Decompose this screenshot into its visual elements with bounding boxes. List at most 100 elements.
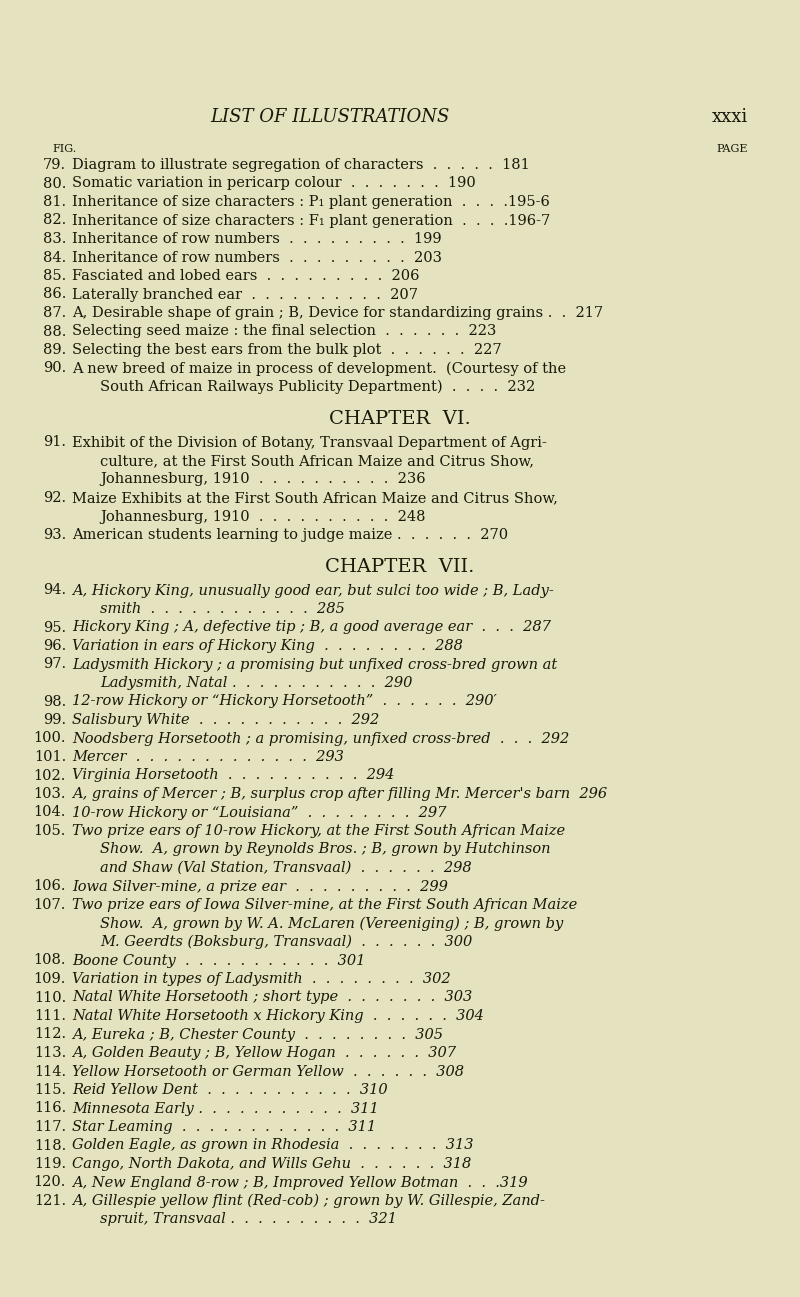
Text: Hickory King ; A, defective tip ; B, a good average ear  .  .  .  287: Hickory King ; A, defective tip ; B, a g… — [72, 620, 551, 634]
Text: A, Gillespie yellow flint (Red-cob) ; grown by W. Gillespie, Zand-: A, Gillespie yellow flint (Red-cob) ; gr… — [72, 1195, 545, 1209]
Text: 113.: 113. — [34, 1045, 66, 1060]
Text: 106.: 106. — [34, 879, 66, 894]
Text: 117.: 117. — [34, 1121, 66, 1134]
Text: 12-row Hickory or “Hickory Horsetooth”  .  .  .  .  .  .  290′: 12-row Hickory or “Hickory Horsetooth” .… — [72, 694, 497, 708]
Text: 109.: 109. — [34, 971, 66, 986]
Text: culture, at the First South African Maize and Citrus Show,: culture, at the First South African Maiz… — [100, 454, 534, 468]
Text: Iowa Silver-mine, a prize ear  .  .  .  .  .  .  .  .  .  299: Iowa Silver-mine, a prize ear . . . . . … — [72, 879, 448, 894]
Text: Selecting seed maize : the final selection  .  .  .  .  .  .  223: Selecting seed maize : the final selecti… — [72, 324, 496, 339]
Text: 111.: 111. — [34, 1009, 66, 1023]
Text: 112.: 112. — [34, 1027, 66, 1041]
Text: 103.: 103. — [34, 787, 66, 802]
Text: 92.: 92. — [43, 492, 66, 505]
Text: 79.: 79. — [43, 158, 66, 173]
Text: Yellow Horsetooth or German Yellow  .  .  .  .  .  .  308: Yellow Horsetooth or German Yellow . . .… — [72, 1065, 464, 1079]
Text: 102.: 102. — [34, 769, 66, 782]
Text: 84.: 84. — [42, 250, 66, 265]
Text: smith  .  .  .  .  .  .  .  .  .  .  .  .  285: smith . . . . . . . . . . . . 285 — [100, 602, 345, 616]
Text: CHAPTER  VI.: CHAPTER VI. — [329, 410, 471, 428]
Text: Two prize ears of Iowa Silver-mine, at the First South African Maize: Two prize ears of Iowa Silver-mine, at t… — [72, 898, 578, 912]
Text: Inheritance of row numbers  .  .  .  .  .  .  .  .  .  203: Inheritance of row numbers . . . . . . .… — [72, 250, 442, 265]
Text: American students learning to judge maize .  .  .  .  .  .  270: American students learning to judge maiz… — [72, 528, 508, 542]
Text: 110.: 110. — [34, 991, 66, 1004]
Text: 96.: 96. — [42, 639, 66, 652]
Text: 105.: 105. — [34, 824, 66, 838]
Text: Diagram to illustrate segregation of characters  .  .  .  .  .  181: Diagram to illustrate segregation of cha… — [72, 158, 530, 173]
Text: A, Desirable shape of grain ; B, Device for standardizing grains .  .  217: A, Desirable shape of grain ; B, Device … — [72, 306, 603, 320]
Text: PAGE: PAGE — [717, 144, 748, 154]
Text: A, Golden Beauty ; B, Yellow Hogan  .  .  .  .  .  .  307: A, Golden Beauty ; B, Yellow Hogan . . .… — [72, 1045, 456, 1060]
Text: 89.: 89. — [42, 342, 66, 357]
Text: 107.: 107. — [34, 898, 66, 912]
Text: 85.: 85. — [42, 268, 66, 283]
Text: Ladysmith Hickory ; a promising but unfixed cross-bred grown at: Ladysmith Hickory ; a promising but unfi… — [72, 658, 558, 672]
Text: 95.: 95. — [43, 620, 66, 634]
Text: LIST OF ILLUSTRATIONS: LIST OF ILLUSTRATIONS — [210, 108, 450, 126]
Text: Selecting the best ears from the bulk plot  .  .  .  .  .  .  227: Selecting the best ears from the bulk pl… — [72, 342, 502, 357]
Text: 83.: 83. — [42, 232, 66, 246]
Text: xxxi: xxxi — [712, 108, 748, 126]
Text: Boone County  .  .  .  .  .  .  .  .  .  .  .  301: Boone County . . . . . . . . . . . 301 — [72, 953, 366, 968]
Text: Mercer  .  .  .  .  .  .  .  .  .  .  .  .  .  293: Mercer . . . . . . . . . . . . . 293 — [72, 750, 344, 764]
Text: 104.: 104. — [34, 805, 66, 820]
Text: 86.: 86. — [42, 288, 66, 301]
Text: Johannesburg, 1910  .  .  .  .  .  .  .  .  .  .  248: Johannesburg, 1910 . . . . . . . . . . 2… — [100, 510, 426, 524]
Text: 81.: 81. — [43, 195, 66, 209]
Text: M. Geerdts (Boksburg, Transvaal)  .  .  .  .  .  .  300: M. Geerdts (Boksburg, Transvaal) . . . .… — [100, 935, 472, 949]
Text: 101.: 101. — [34, 750, 66, 764]
Text: Fasciated and lobed ears  .  .  .  .  .  .  .  .  .  206: Fasciated and lobed ears . . . . . . . .… — [72, 268, 419, 283]
Text: Johannesburg, 1910  .  .  .  .  .  .  .  .  .  .  236: Johannesburg, 1910 . . . . . . . . . . 2… — [100, 472, 426, 486]
Text: Virginia Horsetooth  .  .  .  .  .  .  .  .  .  .  294: Virginia Horsetooth . . . . . . . . . . … — [72, 769, 394, 782]
Text: 98.: 98. — [42, 694, 66, 708]
Text: 121.: 121. — [34, 1195, 66, 1208]
Text: Variation in ears of Hickory King  .  .  .  .  .  .  .  .  288: Variation in ears of Hickory King . . . … — [72, 639, 463, 652]
Text: Show.  A, grown by Reynolds Bros. ; B, grown by Hutchinson: Show. A, grown by Reynolds Bros. ; B, gr… — [100, 843, 550, 856]
Text: Minnesota Early .  .  .  .  .  .  .  .  .  .  .  311: Minnesota Early . . . . . . . . . . . 31… — [72, 1101, 378, 1115]
Text: 97.: 97. — [43, 658, 66, 672]
Text: Inheritance of row numbers  .  .  .  .  .  .  .  .  .  199: Inheritance of row numbers . . . . . . .… — [72, 232, 442, 246]
Text: 90.: 90. — [42, 362, 66, 376]
Text: Exhibit of the Division of Botany, Transvaal Department of Agri-: Exhibit of the Division of Botany, Trans… — [72, 436, 547, 450]
Text: 91.: 91. — [43, 436, 66, 450]
Text: 100.: 100. — [34, 732, 66, 746]
Text: Inheritance of size characters : F₁ plant generation  .  .  .  .196-7: Inheritance of size characters : F₁ plan… — [72, 214, 550, 227]
Text: 115.: 115. — [34, 1083, 66, 1097]
Text: 120.: 120. — [34, 1175, 66, 1189]
Text: South African Railways Publicity Department)  .  .  .  .  232: South African Railways Publicity Departm… — [100, 380, 535, 394]
Text: 114.: 114. — [34, 1065, 66, 1079]
Text: Ladysmith, Natal .  .  .  .  .  .  .  .  .  .  .  290: Ladysmith, Natal . . . . . . . . . . . 2… — [100, 676, 412, 690]
Text: Reid Yellow Dent  .  .  .  .  .  .  .  .  .  .  .  310: Reid Yellow Dent . . . . . . . . . . . 3… — [72, 1083, 388, 1097]
Text: 10-row Hickory or “Louisiana”  .  .  .  .  .  .  .  .  297: 10-row Hickory or “Louisiana” . . . . . … — [72, 805, 446, 820]
Text: 80.: 80. — [42, 176, 66, 191]
Text: 116.: 116. — [34, 1101, 66, 1115]
Text: 82.: 82. — [42, 214, 66, 227]
Text: Maize Exhibits at the First South African Maize and Citrus Show,: Maize Exhibits at the First South Africa… — [72, 492, 558, 505]
Text: spruit, Transvaal .  .  .  .  .  .  .  .  .  .  321: spruit, Transvaal . . . . . . . . . . 32… — [100, 1213, 397, 1227]
Text: Inheritance of size characters : P₁ plant generation  .  .  .  .195-6: Inheritance of size characters : P₁ plan… — [72, 195, 550, 209]
Text: 93.: 93. — [42, 528, 66, 542]
Text: A new breed of maize in process of development.  (Courtesy of the: A new breed of maize in process of devel… — [72, 362, 566, 376]
Text: Noodsberg Horsetooth ; a promising, unfixed cross-bred  .  .  .  292: Noodsberg Horsetooth ; a promising, unfi… — [72, 732, 570, 746]
Text: Somatic variation in pericarp colour  .  .  .  .  .  .  .  190: Somatic variation in pericarp colour . .… — [72, 176, 476, 191]
Text: Cango, North Dakota, and Wills Gehu  .  .  .  .  .  .  318: Cango, North Dakota, and Wills Gehu . . … — [72, 1157, 471, 1171]
Text: Show.  A, grown by W. A. McLaren (Vereeniging) ; B, grown by: Show. A, grown by W. A. McLaren (Vereeni… — [100, 917, 563, 931]
Text: A, New England 8-row ; B, Improved Yellow Botman  .  .  .319: A, New England 8-row ; B, Improved Yello… — [72, 1175, 528, 1189]
Text: Two prize ears of 10-row Hickory, at the First South African Maize: Two prize ears of 10-row Hickory, at the… — [72, 824, 565, 838]
Text: 88.: 88. — [42, 324, 66, 339]
Text: 118.: 118. — [34, 1139, 66, 1153]
Text: 94.: 94. — [43, 584, 66, 598]
Text: CHAPTER  VII.: CHAPTER VII. — [326, 558, 474, 576]
Text: Star Leaming  .  .  .  .  .  .  .  .  .  .  .  .  311: Star Leaming . . . . . . . . . . . . 311 — [72, 1121, 376, 1134]
Text: 108.: 108. — [34, 953, 66, 968]
Text: 99.: 99. — [43, 713, 66, 728]
Text: Natal White Horsetooth x Hickory King  .  .  .  .  .  .  304: Natal White Horsetooth x Hickory King . … — [72, 1009, 484, 1023]
Text: A, Eureka ; B, Chester County  .  .  .  .  .  .  .  .  305: A, Eureka ; B, Chester County . . . . . … — [72, 1027, 443, 1041]
Text: Laterally branched ear  .  .  .  .  .  .  .  .  .  .  207: Laterally branched ear . . . . . . . . .… — [72, 288, 418, 301]
Text: FIG.: FIG. — [52, 144, 76, 154]
Text: A, Hickory King, unusually good ear, but sulci too wide ; B, Lady-: A, Hickory King, unusually good ear, but… — [72, 584, 554, 598]
Text: Golden Eagle, as grown in Rhodesia  .  .  .  .  .  .  .  313: Golden Eagle, as grown in Rhodesia . . .… — [72, 1139, 474, 1153]
Text: Salisbury White  .  .  .  .  .  .  .  .  .  .  .  292: Salisbury White . . . . . . . . . . . 29… — [72, 713, 379, 728]
Text: Variation in types of Ladysmith  .  .  .  .  .  .  .  .  302: Variation in types of Ladysmith . . . . … — [72, 971, 450, 986]
Text: and Shaw (Val Station, Transvaal)  .  .  .  .  .  .  298: and Shaw (Val Station, Transvaal) . . . … — [100, 861, 472, 875]
Text: A, grains of Mercer ; B, surplus crop after filling Mr. Mercer's barn  296: A, grains of Mercer ; B, surplus crop af… — [72, 787, 607, 802]
